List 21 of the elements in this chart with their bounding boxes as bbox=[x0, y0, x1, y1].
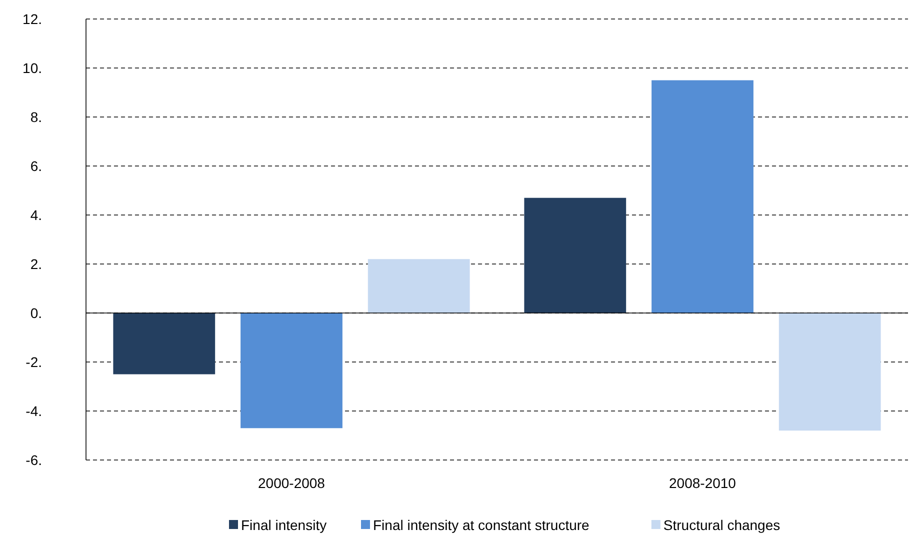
bar bbox=[524, 198, 626, 313]
y-tick-label: 12. bbox=[22, 11, 42, 27]
legend-label: Structural changes bbox=[663, 517, 780, 533]
y-tick-label: 4. bbox=[30, 207, 42, 223]
bar bbox=[113, 313, 216, 374]
y-tick-label: 6. bbox=[30, 158, 42, 174]
bar bbox=[652, 80, 754, 313]
legend-label: Final intensity at constant structure bbox=[373, 517, 590, 533]
legend-label: Final intensity bbox=[241, 517, 327, 533]
x-tick-label: 2000-2008 bbox=[258, 475, 326, 491]
y-tick-label: 2. bbox=[30, 256, 42, 272]
bar bbox=[368, 259, 470, 313]
y-tick-label: 10. bbox=[22, 60, 42, 76]
y-tick-label: 8. bbox=[30, 109, 42, 125]
x-tick-label: 2008-2010 bbox=[669, 475, 736, 491]
y-tick-label: -6. bbox=[26, 452, 42, 468]
y-tick-label: -2. bbox=[26, 354, 42, 370]
y-tick-label: 0. bbox=[30, 305, 42, 321]
bar bbox=[778, 313, 881, 431]
bar bbox=[240, 313, 342, 428]
y-tick-label: -4. bbox=[26, 403, 42, 419]
